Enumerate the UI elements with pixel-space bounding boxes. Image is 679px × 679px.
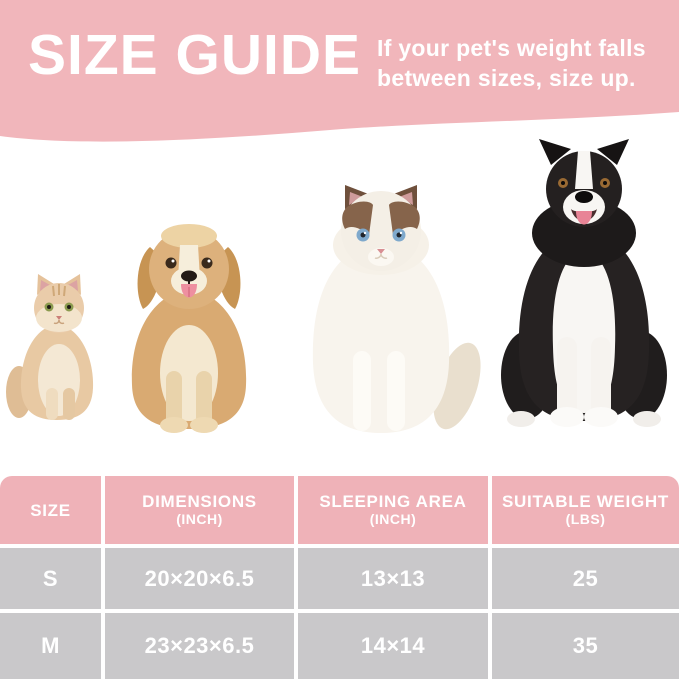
column-header-dimensions: DIMENSIONS (INCH) bbox=[105, 476, 294, 544]
ragdoll-cat-image bbox=[312, 185, 481, 433]
small-cat-image bbox=[6, 274, 94, 420]
size-advice-text: If your pet's weight falls between sizes… bbox=[377, 33, 646, 93]
table-row-s-sleeping-area: 13×13 bbox=[298, 548, 488, 609]
table-row-m-size: M bbox=[0, 613, 101, 679]
banner-wave-background bbox=[0, 0, 679, 142]
table-row-m-dimensions: 23×23×6.5 bbox=[105, 613, 294, 679]
puppy-image bbox=[131, 224, 247, 433]
border-collie-image bbox=[501, 139, 667, 427]
column-header-size: SIZE bbox=[0, 476, 101, 544]
column-header-label: SIZE bbox=[30, 500, 71, 520]
column-header-label: SUITABLE WEIGHT bbox=[502, 492, 669, 511]
table-row-m-suitable-weight: 35 bbox=[492, 613, 679, 679]
size-table: SIZE DIMENSIONS (INCH) SLEEPING AREA (IN… bbox=[0, 476, 679, 679]
table-row-s-dimensions: 20×20×6.5 bbox=[105, 548, 294, 609]
column-header-unit: (INCH) bbox=[369, 511, 417, 527]
table-row-s-size: S bbox=[0, 548, 101, 609]
size-advice-line1: If your pet's weight falls bbox=[377, 35, 646, 61]
column-header-label: DIMENSIONS bbox=[142, 492, 257, 511]
column-header-unit: (INCH) bbox=[176, 511, 223, 527]
column-header-unit: (LBS) bbox=[565, 511, 606, 527]
size-advice-line2: between sizes, size up. bbox=[377, 65, 636, 91]
page-title: SIZE GUIDE bbox=[28, 23, 362, 87]
table-row-m-sleeping-area: 14×14 bbox=[298, 613, 488, 679]
table-row-s-suitable-weight: 25 bbox=[492, 548, 679, 609]
column-header-sleeping-area: SLEEPING AREA (INCH) bbox=[298, 476, 488, 544]
column-header-suitable-weight: SUITABLE WEIGHT (LBS) bbox=[492, 476, 679, 544]
column-header-label: SLEEPING AREA bbox=[319, 492, 467, 511]
